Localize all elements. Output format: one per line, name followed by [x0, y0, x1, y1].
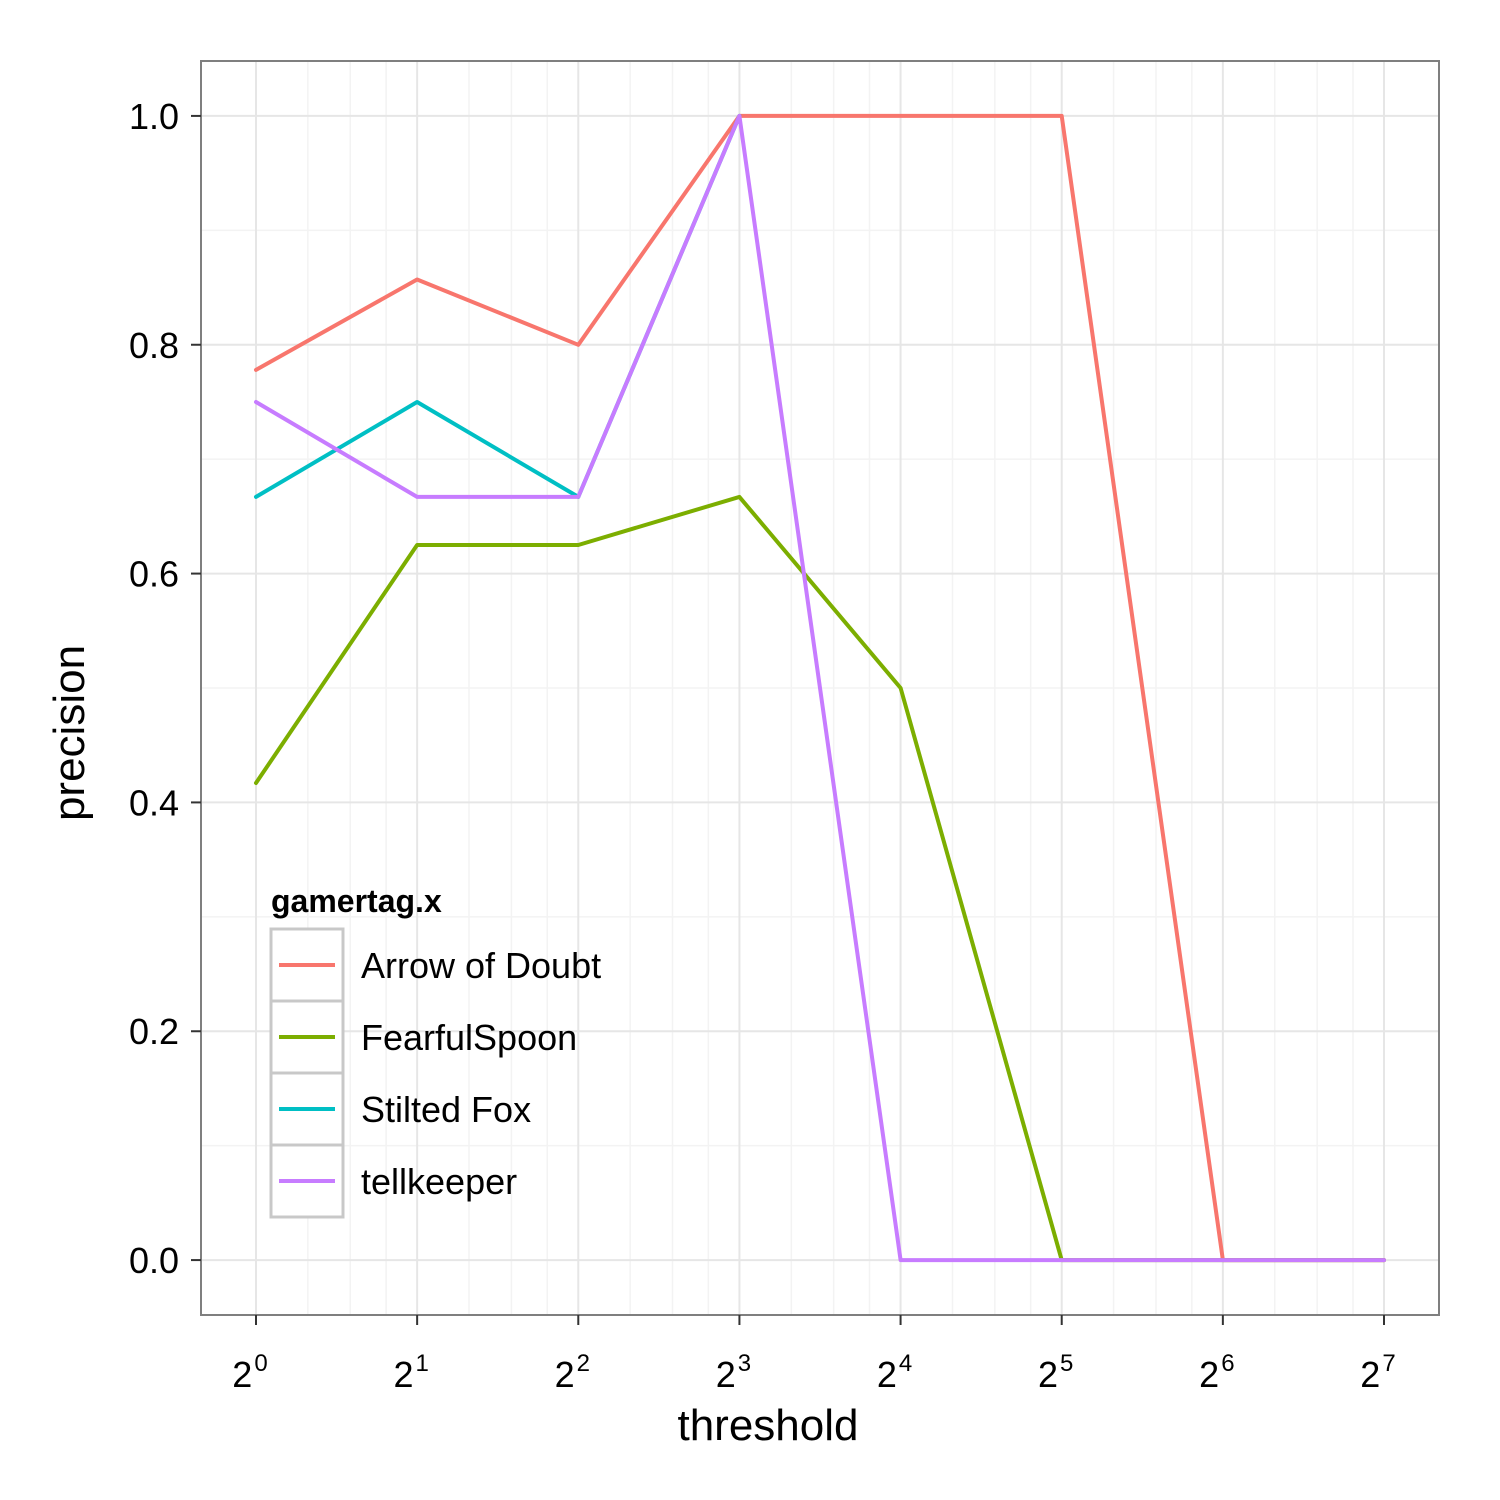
series-line-tellkeeper	[254, 113, 1386, 1263]
x-tick-label: 20	[232, 1350, 267, 1395]
y-tick-label: 0.4	[129, 782, 179, 823]
legend: gamertag.x Arrow of Doubt FearfulSpoon Sti…	[269, 883, 601, 1219]
x-tick-label: 25	[1038, 1350, 1073, 1395]
x-tick-label: 21	[393, 1350, 428, 1395]
legend-label: Arrow of Doubt	[361, 945, 601, 986]
y-axis-title: precision	[45, 645, 94, 821]
y-tick-label: 0.6	[129, 554, 179, 595]
plot-border	[200, 60, 1440, 1316]
x-axis-title: threshold	[677, 1401, 858, 1450]
legend-label: Stilted Fox	[361, 1089, 531, 1130]
legend-label: FearfulSpoon	[361, 1017, 577, 1058]
series-lines	[254, 113, 1386, 1263]
y-tick-label: 0.8	[129, 325, 179, 366]
grid-lines	[201, 61, 1439, 1315]
legend-label: tellkeeper	[361, 1161, 517, 1202]
y-tick-label: 0.0	[129, 1240, 179, 1281]
series-line-arrow-of-doubt	[254, 113, 1386, 1263]
x-tick-label: 26	[1199, 1350, 1234, 1395]
x-tick-label: 22	[555, 1350, 590, 1395]
legend-title: gamertag.x	[271, 883, 442, 919]
y-tick-label: 1.0	[129, 96, 179, 137]
x-tick-label: 27	[1360, 1350, 1395, 1395]
y-tick-label: 0.2	[129, 1011, 179, 1052]
x-tick-label: 23	[716, 1350, 751, 1395]
x-axis: 20 21 22 23 24 25 26 27	[232, 1315, 1396, 1395]
y-axis: 0.0 0.2 0.4 0.6 0.8 1.0	[129, 96, 201, 1281]
x-tick-label: 24	[877, 1350, 912, 1395]
